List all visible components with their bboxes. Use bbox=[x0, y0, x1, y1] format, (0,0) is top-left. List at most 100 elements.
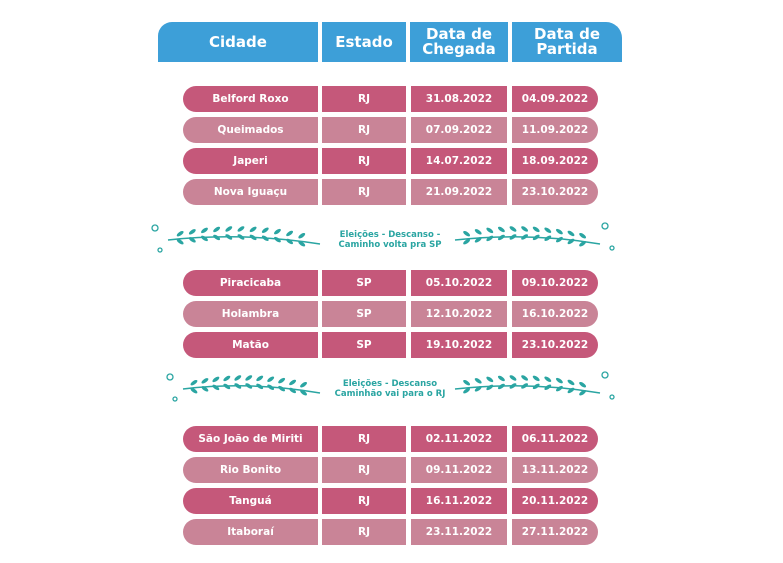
header-cell: Estado bbox=[322, 22, 406, 62]
leaf-deco bbox=[151, 224, 159, 232]
leaf-deco bbox=[497, 375, 505, 382]
leaf-deco bbox=[609, 245, 615, 251]
leaf-deco bbox=[157, 247, 163, 253]
leaf-deco bbox=[245, 375, 253, 381]
leaf-deco bbox=[274, 228, 281, 235]
leaf-deco bbox=[172, 396, 178, 402]
table-cell: 23.10.2022 bbox=[512, 179, 598, 205]
table-cell: Piracicaba bbox=[183, 270, 318, 296]
leaf-deco bbox=[289, 387, 297, 394]
leaf-deco bbox=[190, 379, 198, 386]
leaf-deco bbox=[267, 384, 275, 390]
leaf-deco bbox=[249, 234, 257, 241]
table-cell: 21.09.2022 bbox=[411, 179, 507, 205]
leaf-deco bbox=[532, 375, 540, 382]
table-cell: RJ bbox=[322, 86, 406, 112]
leaf-deco bbox=[245, 383, 253, 389]
leaf-deco bbox=[234, 383, 242, 389]
leaf-deco bbox=[579, 232, 587, 239]
leaf-deco bbox=[486, 376, 494, 383]
table-cell: SP bbox=[322, 301, 406, 327]
table-cell: 23.10.2022 bbox=[512, 332, 598, 358]
table-cell: 16.11.2022 bbox=[411, 488, 507, 514]
leaf-deco bbox=[298, 232, 306, 239]
table-cell: Belford Roxo bbox=[183, 86, 318, 112]
table-cell: Holambra bbox=[183, 301, 318, 327]
leaf-deco bbox=[474, 378, 482, 384]
table-cell: 14.07.2022 bbox=[411, 148, 507, 174]
table-cell: Itaboraí bbox=[183, 519, 318, 545]
leaf-deco bbox=[201, 378, 209, 384]
leaf-deco bbox=[201, 386, 209, 392]
leaf-deco bbox=[609, 394, 615, 400]
leaf-deco bbox=[278, 385, 286, 392]
leaf-deco bbox=[532, 383, 540, 390]
leaf-deco bbox=[278, 377, 286, 384]
table-cell: RJ bbox=[322, 488, 406, 514]
header-cell: Data de Chegada bbox=[410, 22, 508, 62]
table-cell: 11.09.2022 bbox=[512, 117, 598, 143]
leaf-deco bbox=[201, 227, 208, 234]
leaf-deco bbox=[555, 236, 563, 243]
leaf-deco bbox=[567, 387, 575, 394]
leaf-deco bbox=[579, 389, 587, 396]
leaf-deco bbox=[237, 234, 245, 240]
table-cell: 09.11.2022 bbox=[411, 457, 507, 483]
table-cell: 13.11.2022 bbox=[512, 457, 598, 483]
leaf-deco bbox=[188, 237, 196, 243]
leaf-deco bbox=[261, 227, 269, 233]
leaf-deco bbox=[256, 375, 264, 382]
leaf-deco bbox=[190, 387, 198, 394]
leaf-deco bbox=[544, 384, 552, 390]
leaf-deco bbox=[463, 230, 471, 237]
leaf-deco bbox=[579, 381, 587, 388]
header-cell: Cidade bbox=[158, 22, 318, 62]
leaf-deco bbox=[555, 377, 563, 384]
leaf-deco bbox=[555, 385, 563, 392]
table-cell: RJ bbox=[322, 519, 406, 545]
leaf-deco bbox=[213, 234, 221, 241]
leaf-deco bbox=[300, 381, 307, 388]
leaf-deco bbox=[213, 226, 221, 233]
table-cell: RJ bbox=[322, 457, 406, 483]
table-cell: RJ bbox=[322, 117, 406, 143]
table-cell: 04.09.2022 bbox=[512, 86, 598, 112]
leaf-deco bbox=[521, 375, 529, 381]
leaf-deco bbox=[176, 230, 184, 237]
leaf-deco bbox=[463, 238, 471, 245]
leaf-deco bbox=[486, 235, 494, 242]
leaf-deco bbox=[567, 379, 575, 386]
leaf-deco bbox=[223, 375, 231, 382]
leaf-deco bbox=[521, 226, 529, 232]
leaf-deco bbox=[544, 235, 552, 241]
table-cell: Queimados bbox=[183, 117, 318, 143]
leaf-deco bbox=[509, 234, 517, 240]
table-cell: Matão bbox=[183, 332, 318, 358]
leaf-deco bbox=[579, 240, 587, 247]
table-cell: SP bbox=[322, 332, 406, 358]
leaf-deco bbox=[225, 226, 233, 232]
leaf-deco bbox=[201, 235, 208, 242]
table-cell: Japeri bbox=[183, 148, 318, 174]
table-cell: 02.11.2022 bbox=[411, 426, 507, 452]
leaf-deco bbox=[486, 384, 494, 391]
table-cell: Rio Bonito bbox=[183, 457, 318, 483]
leaf-deco bbox=[274, 236, 281, 243]
table-cell: São João de Miriti bbox=[183, 426, 318, 452]
leaf-deco bbox=[261, 235, 269, 241]
leaf-deco bbox=[486, 227, 494, 234]
leaf-deco bbox=[298, 240, 306, 247]
table-cell: Tanguá bbox=[183, 488, 318, 514]
table-cell: 09.10.2022 bbox=[512, 270, 598, 296]
leaf-deco bbox=[176, 238, 184, 245]
table-cell: 19.10.2022 bbox=[411, 332, 507, 358]
table-cell: 27.11.2022 bbox=[512, 519, 598, 545]
table-cell: SP bbox=[322, 270, 406, 296]
leaf-deco bbox=[300, 389, 307, 396]
leaf-deco bbox=[188, 229, 196, 235]
table-cell: Nova Iguaçu bbox=[183, 179, 318, 205]
leaf-deco bbox=[474, 386, 482, 392]
leaf-deco bbox=[223, 383, 231, 390]
note: Eleições - Descanso Caminhão vai para o … bbox=[334, 379, 446, 399]
